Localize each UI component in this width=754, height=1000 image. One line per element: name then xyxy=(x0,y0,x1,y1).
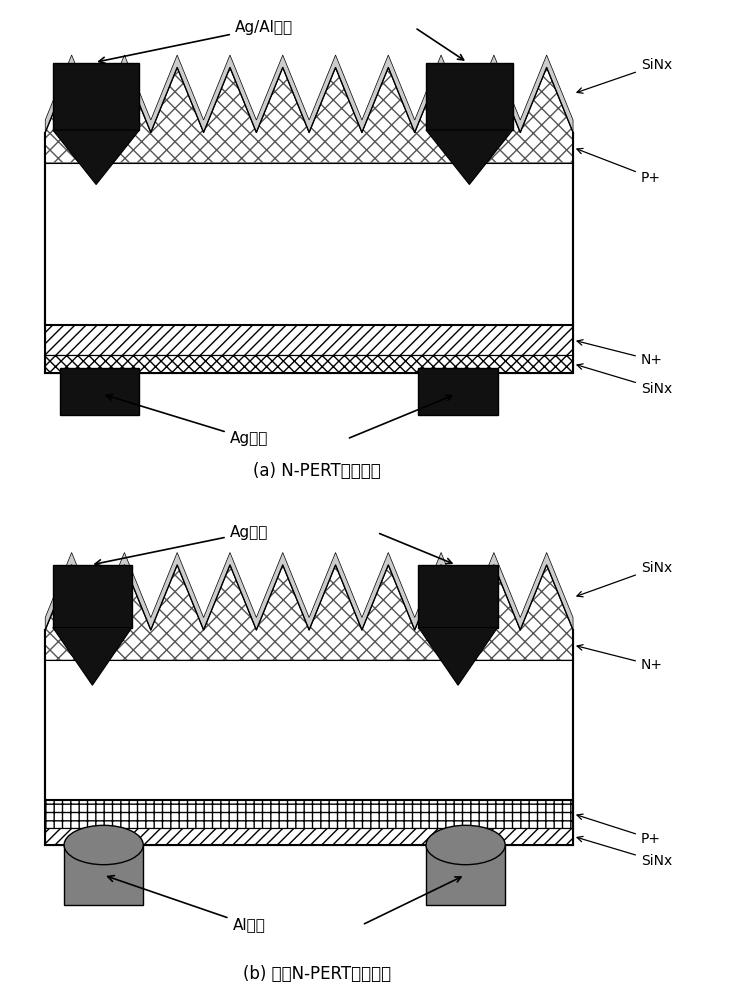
Bar xyxy=(53,565,132,628)
Bar xyxy=(60,367,139,415)
Text: P+: P+ xyxy=(577,814,661,846)
Polygon shape xyxy=(53,628,132,685)
Bar xyxy=(64,845,143,905)
Bar xyxy=(45,827,573,845)
Text: (a) N-PERT电池结构: (a) N-PERT电池结构 xyxy=(253,462,381,480)
Bar xyxy=(418,367,498,415)
Polygon shape xyxy=(45,552,573,630)
Bar xyxy=(426,845,505,905)
Polygon shape xyxy=(45,68,573,162)
Text: N+: N+ xyxy=(577,340,663,367)
Bar xyxy=(45,355,573,372)
Polygon shape xyxy=(45,565,573,660)
Polygon shape xyxy=(426,130,513,184)
Text: SiNx: SiNx xyxy=(577,58,672,93)
Ellipse shape xyxy=(426,825,505,865)
Text: Al电极: Al电极 xyxy=(108,876,265,932)
Text: Ag电极: Ag电极 xyxy=(106,394,268,446)
Bar xyxy=(418,565,498,628)
Text: SiNx: SiNx xyxy=(577,560,672,597)
Bar xyxy=(426,62,513,130)
Polygon shape xyxy=(53,130,139,184)
Text: N+: N+ xyxy=(577,645,663,672)
Text: P+: P+ xyxy=(577,148,661,184)
Text: SiNx: SiNx xyxy=(577,364,672,396)
Ellipse shape xyxy=(64,825,143,865)
Bar xyxy=(45,630,573,800)
Text: Ag/Al电极: Ag/Al电极 xyxy=(99,20,293,63)
Bar xyxy=(45,132,573,325)
Text: Ag电极: Ag电极 xyxy=(95,525,268,566)
Bar xyxy=(45,325,573,355)
Text: SiNx: SiNx xyxy=(577,836,672,868)
Polygon shape xyxy=(418,628,498,685)
Polygon shape xyxy=(45,55,573,132)
Text: (b) 背结N-PERT电池结构: (b) 背结N-PERT电池结构 xyxy=(243,964,391,982)
Bar xyxy=(45,800,573,827)
Bar xyxy=(53,62,139,130)
